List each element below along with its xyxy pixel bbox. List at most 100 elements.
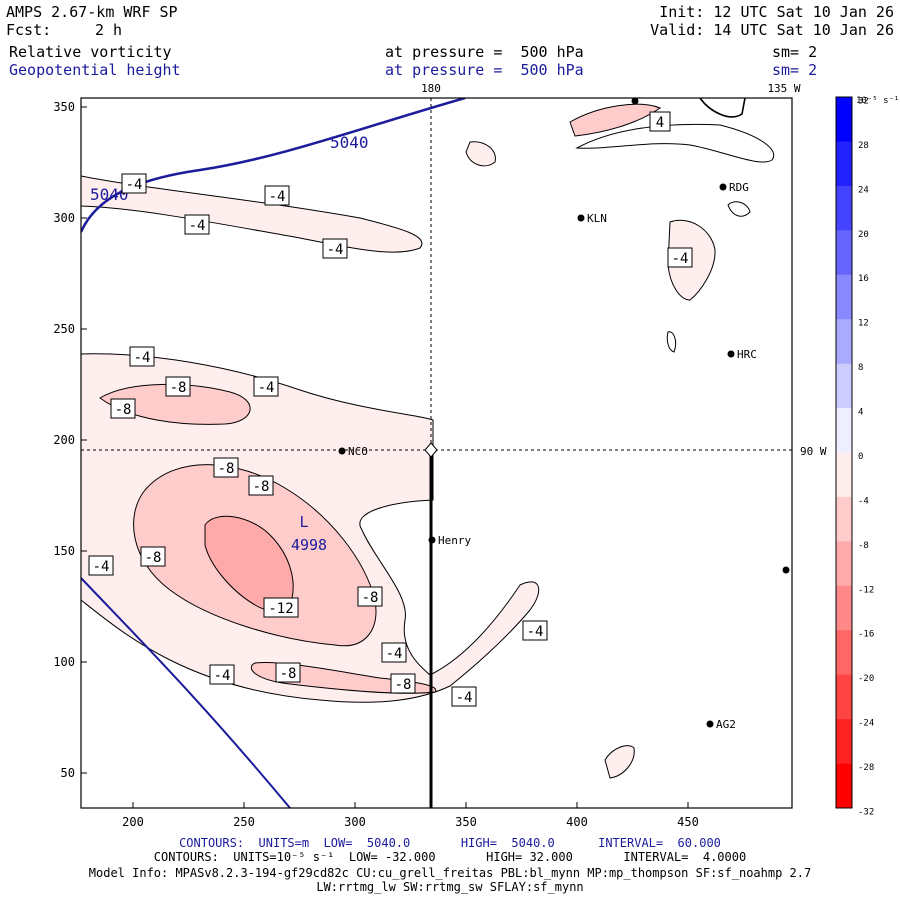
field2-smoothing: sm= 2 [772,61,818,79]
colorbar-tick-label: 12 [858,319,869,329]
colorbar-segment [836,185,852,231]
colorbar-segment [836,674,852,720]
contour-label: -4 [189,218,206,234]
station-label: NCO [348,445,368,458]
footer-height-contours: CONTOURS: UNITS=m LOW= 5040.0 HIGH= 5040… [179,836,721,850]
height-contour-5040-sw [81,577,291,808]
contour-label: -4 [134,350,151,366]
station-marker [719,183,727,191]
low-center-value: 4998 [291,536,327,554]
y-tick-label: 100 [53,655,75,669]
footer-vorticity-contours: CONTOURS: UNITS=10⁻⁵ s⁻¹ LOW= -32.000 HI… [153,850,747,864]
station-marker [577,214,585,222]
colorbar-tick-label: -12 [858,585,874,595]
colorbar-tick-label: 32 [858,96,869,106]
contour-label: -8 [170,380,187,396]
colorbar-segment [836,408,852,453]
y-tick-label: 50 [61,766,75,780]
contour-label: -8 [395,677,412,693]
station-label: HRC [737,348,757,361]
colorbar-segment [836,97,852,142]
colorbar-segment [836,319,852,365]
colorbar-segment [836,230,852,276]
contour-label: -4 [456,690,473,706]
colorbar-tick-label: -16 [858,630,874,640]
x-tick-label: 450 [677,815,699,829]
height-label-5040: 5040 [330,133,369,152]
vorticity-patch-se [604,745,635,779]
colorbar-tick-label: -8 [858,541,869,551]
x-tick-label: 250 [233,815,255,829]
vorticity-patch-north [465,141,496,167]
x-axis: 200 250 300 350 400 450 [122,802,699,829]
contour-label: -8 [280,666,297,682]
colorbar: 10⁻⁵ s⁻¹ 32 28 24 20 16 12 8 4 0 -4 -8 -12 -16 -20 -24… [835,96,899,817]
init-time: Init: 12 UTC Sat 10 Jan 26 [659,3,894,21]
colorbar-tick-label: 4 [858,408,863,418]
field2-name: Geopotential height [9,61,181,79]
colorbar-segment [836,496,852,542]
contour-labels: -4 -4 -4 -4 -4 -4 -8 -8 -8 -8 -8 -4 -12 … [88,111,693,707]
x-tick-label: 350 [455,815,477,829]
contour-label: -4 [527,624,544,640]
vorticity-contour-rdg [727,201,751,217]
station-marker-edge [782,566,790,574]
colorbar-segment [836,630,852,676]
footer-physics-info: LW:rrtmg_lw SW:rrtmg_sw SFLAY:sf_mynn [316,880,584,894]
height-label-5040-west: 5040 [90,185,129,204]
colorbar-tick-label: 0 [858,452,863,462]
vorticity-cell-west [99,384,251,425]
contour-label: -4 [386,646,403,662]
station-label: KLN [587,212,607,225]
colorbar-tick-label: 8 [858,363,863,373]
longitude-label-180: 180 [421,82,441,95]
model-title: AMPS 2.67-km WRF SP [6,3,178,21]
vorticity-field [81,98,792,808]
y-axis: 350 300 250 200 150 100 50 [53,100,87,780]
colorbar-unit: 10⁻⁵ s⁻¹ [856,96,899,106]
contour-label: -12 [268,601,293,617]
field1-level: at pressure = 500 hPa [385,43,584,61]
contour-label: -4 [269,189,286,205]
colorbar-tick-label: 24 [858,185,869,195]
contour-label: -8 [362,590,379,606]
y-tick-label: 350 [53,100,75,114]
colorbar-segment [836,585,852,631]
contour-label: -4 [126,177,143,193]
vorticity-contour-coast [699,98,746,118]
field2-level: at pressure = 500 hPa [385,61,584,79]
contour-label: -8 [145,550,162,566]
contour-label: -4 [672,251,689,267]
colorbar-segment [836,141,852,187]
vorticity-contour-isle [666,331,677,353]
x-tick-label: 300 [344,815,366,829]
colorbar-segment [836,763,852,809]
y-tick-label: 300 [53,211,75,225]
station-label: AG2 [716,718,736,731]
station-marker [727,350,735,358]
y-tick-label: 200 [53,433,75,447]
low-center-letter: L [299,513,308,531]
forecast-label: Fcst: [6,21,52,39]
station-label: RDG [729,181,749,194]
colorbar-tick-label: 28 [858,141,869,151]
field1-smoothing: sm= 2 [772,43,818,61]
colorbar-tick-label: -24 [858,719,874,729]
colorbar-tick-label: -28 [858,763,874,773]
colorbar-tick-label: -20 [858,674,874,684]
station-marker [706,720,714,728]
plot-frame [80,97,793,809]
station-marker-top [631,97,639,105]
x-tick-label: 200 [122,815,144,829]
longitude-label-90w: 90 W [800,445,827,458]
footer-model-info: Model Info: MPASv8.2.3-194-gf29cd82c CU:… [88,866,812,880]
pole-marker [424,442,438,458]
colorbar-tick-label: -4 [858,496,869,506]
station-marker [338,447,346,455]
y-tick-label: 150 [53,544,75,558]
contour-label: -4 [327,242,344,258]
contour-label: -4 [258,380,275,396]
longitude-label-135w: 135 W [767,82,800,95]
station-marker [428,536,436,544]
